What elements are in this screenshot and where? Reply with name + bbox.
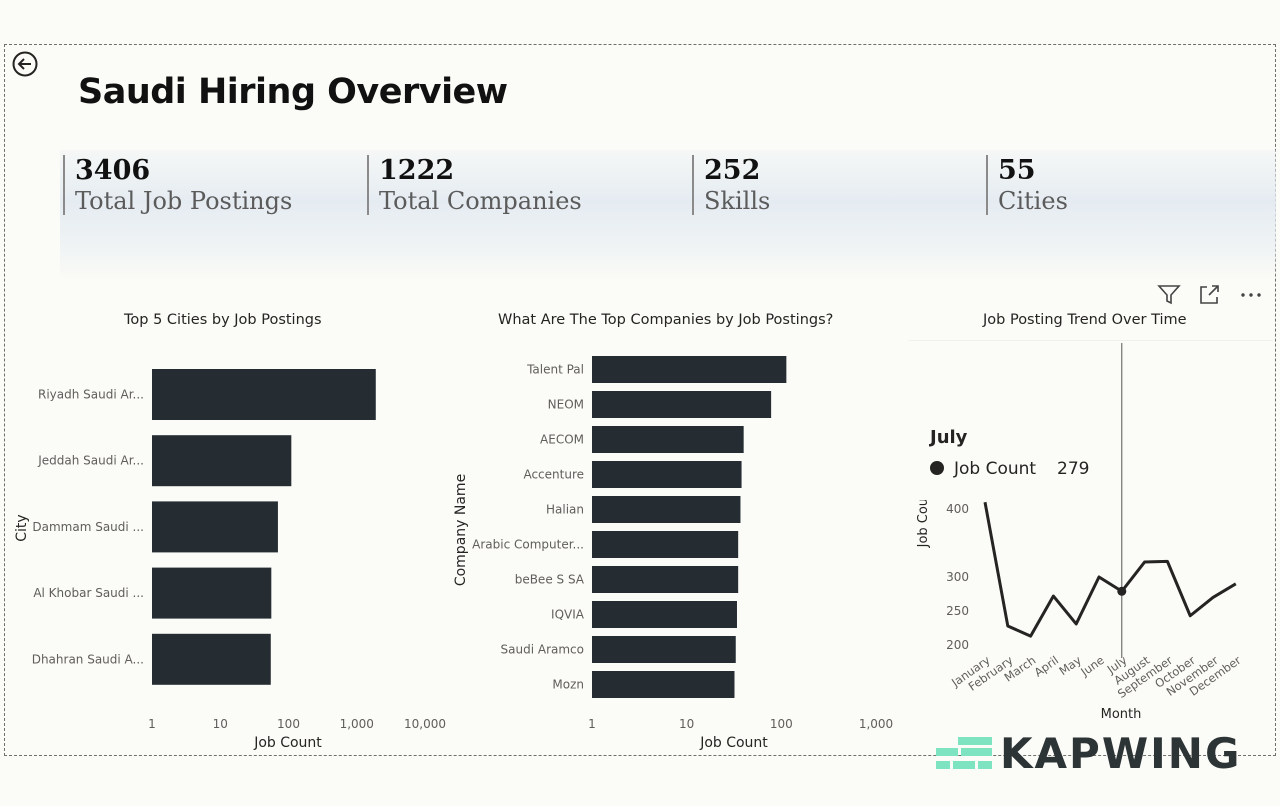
kpi-value: 1222 — [379, 155, 455, 186]
category-label: beBee S SA — [515, 573, 585, 587]
series-line-job-count — [983, 501, 1237, 638]
category-label: Saudi Aramco — [501, 643, 584, 657]
y-tick-label: 250 — [946, 604, 969, 618]
category-label: Jeddah Saudi Ar... — [37, 454, 144, 468]
bar[interactable] — [152, 633, 271, 685]
bar[interactable] — [592, 671, 735, 698]
page-title: Saudi Hiring Overview — [78, 72, 508, 112]
kpi-card-cities: 55 Cities — [986, 155, 1068, 215]
cities-chart-title: Top 5 Cities by Job Postings — [124, 312, 322, 328]
category-label: Al Khobar Saudi ... — [33, 586, 144, 600]
highlight-data-point — [1117, 586, 1127, 596]
tooltip-series-label: Job Count — [954, 459, 1037, 479]
x-tick-label: 1 — [148, 717, 156, 731]
kpi-label: Total Companies — [379, 187, 582, 215]
chart-tooltip: July Job Count 279 — [912, 420, 1112, 500]
y-tick-label: 200 — [946, 638, 969, 652]
bar[interactable] — [592, 496, 741, 523]
visual-header-toolbar — [1155, 284, 1267, 306]
y-tick-label: 400 — [946, 502, 969, 516]
x-tick-label: 10 — [679, 717, 694, 731]
bar[interactable] — [152, 567, 272, 619]
tooltip-value: 279 — [1057, 459, 1090, 479]
x-tick-label: June — [1077, 653, 1106, 679]
kpi-banner-background — [60, 150, 1276, 280]
y-axis-title: Job Count — [916, 485, 931, 549]
more-options-icon[interactable] — [1239, 284, 1263, 306]
bar[interactable] — [152, 501, 278, 553]
x-tick-label: 100 — [277, 717, 300, 731]
y-tick-label: 300 — [946, 570, 969, 584]
x-tick-label: 100 — [770, 717, 793, 731]
kapwing-logo-icon — [936, 737, 992, 769]
bar[interactable] — [592, 636, 736, 663]
kpi-card-total-job-postings: 3406 Total Job Postings — [63, 155, 292, 215]
category-label: Dammam Saudi ... — [32, 520, 144, 534]
y-axis-title: Company Name — [453, 474, 469, 586]
x-axis-title: Month — [1101, 707, 1142, 722]
category-label: Halian — [546, 503, 584, 517]
y-axis-title: City — [14, 514, 30, 541]
category-label: NEOM — [548, 398, 584, 412]
category-label: AECOM — [540, 433, 584, 447]
category-label: Talent Pal — [526, 363, 584, 377]
filter-icon[interactable] — [1157, 284, 1181, 306]
kpi-label: Total Job Postings — [75, 187, 293, 215]
kapwing-watermark: KAPWING — [936, 729, 1256, 778]
bar[interactable] — [592, 356, 787, 383]
trend-chart-title: Job Posting Trend Over Time — [983, 312, 1187, 328]
category-label: Mozn — [552, 678, 584, 692]
x-tick-label: 1,000 — [340, 717, 374, 731]
report-canvas-frame — [4, 44, 1276, 756]
bar[interactable] — [592, 566, 739, 593]
x-tick-label: 10 — [213, 717, 228, 731]
kpi-value: 3406 — [75, 155, 151, 186]
category-label: Riyadh Saudi Ar... — [38, 388, 144, 402]
bar[interactable] — [592, 391, 772, 418]
cities-bar-chart[interactable]: 1 10 100 1,000 10,000 Riyadh Saudi Ar... Jedda… — [0, 340, 460, 760]
kpi-value: 55 — [998, 155, 1036, 186]
focus-mode-icon[interactable] — [1198, 284, 1222, 306]
bar[interactable] — [592, 461, 742, 488]
kpi-label: Skills — [704, 187, 771, 215]
x-tick-label: 1,000 — [859, 717, 893, 731]
kpi-card-skills: 252 Skills — [692, 155, 770, 215]
back-button[interactable] — [12, 51, 38, 77]
kpi-card-total-companies: 1222 Total Companies — [367, 155, 582, 215]
companies-chart-title: What Are The Top Companies by Job Postin… — [498, 312, 834, 328]
tooltip-series-marker — [930, 461, 944, 475]
bar[interactable] — [152, 435, 292, 487]
x-tick-label: 10,000 — [404, 717, 446, 731]
category-label: Dhahran Saudi A... — [32, 652, 144, 666]
kpi-value: 252 — [704, 155, 761, 186]
x-axis-title: Job Count — [699, 735, 768, 751]
watermark-text: KAPWING — [1000, 729, 1242, 778]
back-arrow-icon — [12, 51, 38, 77]
x-tick-label: 1 — [588, 717, 596, 731]
kpi-label: Cities — [998, 187, 1068, 215]
bar[interactable] — [592, 426, 744, 453]
category-label: Accenture — [523, 468, 584, 482]
bar[interactable] — [592, 601, 737, 628]
category-label: Arabic Computer... — [472, 538, 584, 552]
bar[interactable] — [152, 369, 376, 420]
category-label: IQVIA — [551, 608, 585, 622]
companies-bar-chart[interactable]: 1 10 100 1,000 Talent Pal NEOM AECOM Accenture H… — [440, 340, 910, 760]
bar[interactable] — [592, 531, 739, 558]
trend-line-chart[interactable]: 200250300400JanuaryFebruaryMarchAprilMay… — [905, 340, 1275, 730]
tooltip-title: July — [930, 427, 968, 448]
x-axis-title: Job Count — [253, 735, 322, 751]
